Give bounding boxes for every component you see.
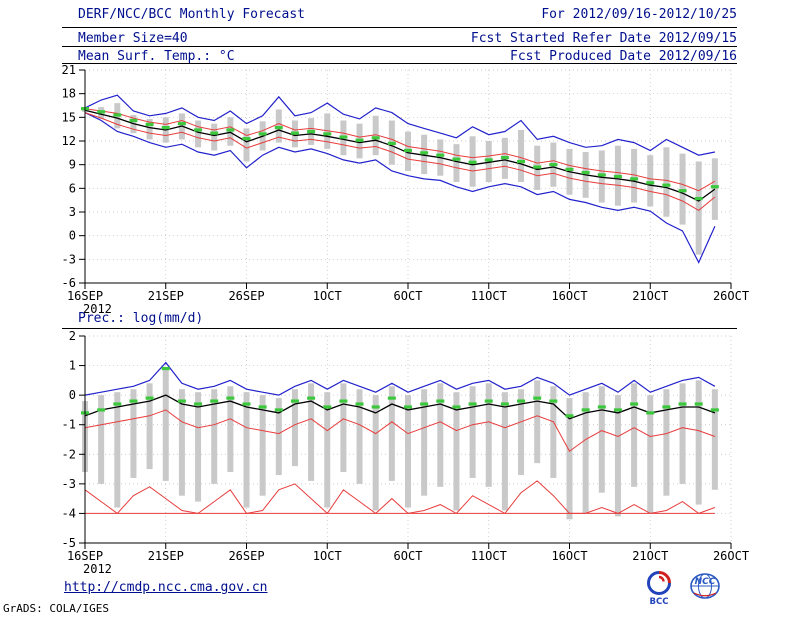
tick-label: 16OCT <box>551 289 587 303</box>
tick-label: 1OCT <box>313 549 342 563</box>
tick-label: 0 <box>69 229 76 243</box>
produced-date-label: Fcst Produced Date 2012/09/16 <box>510 49 737 64</box>
tick-label: 21SEP <box>148 549 184 563</box>
tick-label: 26SEP <box>228 549 264 563</box>
series-ensemble-mean <box>84 394 716 420</box>
header-divider-2 <box>62 46 737 47</box>
precipitation-panel-title: Prec.: log(mm/d) <box>78 311 204 326</box>
report-title: DERF/NCC/BCC Monthly Forecast <box>78 7 305 22</box>
website-link[interactable]: http://cmdp.ncc.cma.gov.cn <box>64 580 268 595</box>
tick-label: 2012 <box>83 562 112 576</box>
tick-label: 1OCT <box>313 289 342 303</box>
chart-panel-2: -5 -4 -3 -2 -1 0 1 2 16SEP 21SEP 26SEP 1OCT 6OCT 11OC… <box>62 329 750 576</box>
tick-label: 6 <box>69 181 76 195</box>
tick-label: 1 <box>69 359 76 373</box>
tick-label: 9 <box>69 158 76 172</box>
tick-label: 2 <box>69 329 76 343</box>
tick-label: 16SEP <box>67 549 103 563</box>
series-lower-quartile <box>84 112 716 212</box>
tick-label: -1 <box>62 418 76 432</box>
tick-label: 16OCT <box>551 549 587 563</box>
tick-label: 26OCT <box>713 289 749 303</box>
header-row-1: DERF/NCC/BCC Monthly Forecast For 2012/0… <box>62 7 737 22</box>
axes <box>79 69 732 289</box>
tick-label: -3 <box>62 252 76 266</box>
tick-label: 11OCT <box>471 289 507 303</box>
series-ensemble-max <box>84 361 716 396</box>
tick-label: 26SEP <box>228 289 264 303</box>
series-ensemble-max <box>84 94 716 156</box>
header-divider-3 <box>62 63 737 64</box>
tick-label: 15 <box>62 110 76 124</box>
member-size-label: Member Size=40 <box>78 31 188 46</box>
tick-label: 11OCT <box>471 549 507 563</box>
axes <box>79 335 732 549</box>
bcc-logo-icon: BCC <box>644 570 674 610</box>
series-ensemble-min <box>84 112 716 264</box>
tick-label: -3 <box>62 477 76 491</box>
ncc-logo-icon: NCC <box>686 572 724 606</box>
tick-label: -4 <box>62 506 76 520</box>
tick-label: 6OCT <box>394 289 423 303</box>
series-upper-quartile <box>84 409 716 453</box>
tick-label: 21OCT <box>632 289 668 303</box>
tick-label: 6OCT <box>394 549 423 563</box>
series-lower-quartile <box>84 480 716 515</box>
header-row-2: Member Size=40 Fcst Started Refer Date 2… <box>62 31 737 46</box>
grads-credit: GrADS: COLA/IGES <box>3 602 109 615</box>
ensemble-spread-bars <box>82 368 718 520</box>
tick-label: 2012 <box>83 302 112 316</box>
climatology-marks <box>81 107 719 201</box>
refer-date-label: Fcst Started Refer Date 2012/09/15 <box>470 31 737 46</box>
tick-label: 16SEP <box>67 289 103 303</box>
header-row-3: Mean Surf. Temp.: °C Fcst Produced Date … <box>62 49 737 64</box>
tick-label: 12 <box>62 134 76 148</box>
tick-label: 0 <box>69 388 76 402</box>
series-ensemble-mean <box>84 109 716 202</box>
panel-divider <box>62 328 737 329</box>
ncc-logo-text: NCC <box>695 577 716 587</box>
header-divider-1 <box>62 27 737 28</box>
tick-label: 21OCT <box>632 549 668 563</box>
temperature-panel-title: Mean Surf. Temp.: °C <box>78 49 235 64</box>
tick-label: 21SEP <box>148 289 184 303</box>
tick-label: 18 <box>62 87 76 101</box>
tick-label: 3 <box>69 205 76 219</box>
chart-panel-1: -6 -3 0 3 6 9 12 15 18 21 16SEP 21SEP 26SEP 1OCT 6OCT 1… <box>62 63 750 316</box>
tick-label: -5 <box>62 536 76 550</box>
tick-label: 26OCT <box>713 549 749 563</box>
tick-label: 21 <box>62 63 76 77</box>
climatology-marks <box>81 366 719 418</box>
forecast-range: For 2012/09/16-2012/10/25 <box>541 7 737 22</box>
bcc-logo-text: BCC <box>650 597 669 606</box>
ensemble-spread-bars <box>82 103 718 255</box>
tick-label: -2 <box>62 447 76 461</box>
series-upper-quartile <box>84 108 716 192</box>
tick-label: -6 <box>62 276 76 290</box>
